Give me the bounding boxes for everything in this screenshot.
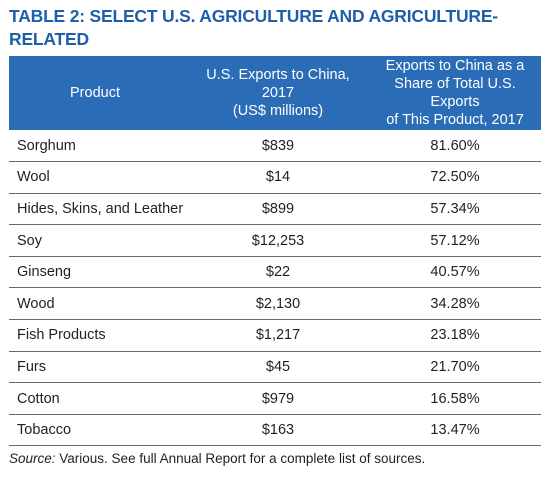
share-cell: 57.12%	[369, 224, 541, 257]
product-cell: Furs	[9, 351, 187, 384]
exports-cell: $45	[187, 351, 369, 384]
product-cell: Tobacco	[9, 414, 187, 447]
column-header-share-line-1: Exports to China as a	[385, 58, 525, 74]
column-header-share-line-3: of This Product, 2017	[386, 112, 524, 128]
exports-cell: $979	[187, 382, 369, 415]
column-header-share-line-2: Share of Total U.S. Exports	[394, 76, 516, 110]
exports-cell: $14	[187, 161, 369, 194]
share-cell: 72.50%	[369, 161, 541, 194]
share-cell: 13.47%	[369, 414, 541, 447]
share-cell: 23.18%	[369, 319, 541, 352]
table-header: Product U.S. Exports to China, 2017 (US$…	[9, 56, 541, 130]
product-cell: Wool	[9, 161, 187, 194]
table-row: Ginseng $22 40.57%	[9, 256, 541, 289]
table-row: Cotton $979 16.58%	[9, 382, 541, 415]
tariff-products-table: Product U.S. Exports to China, 2017 (US$…	[9, 56, 541, 447]
share-cell: 40.57%	[369, 256, 541, 289]
exports-cell: $12,253	[187, 224, 369, 257]
table-row: Furs $45 21.70%	[9, 351, 541, 384]
share-cell: 81.60%	[369, 130, 541, 163]
exports-cell: $899	[187, 193, 369, 226]
share-cell: 21.70%	[369, 351, 541, 384]
share-cell: 16.58%	[369, 382, 541, 415]
table-title-line-1: TABLE 2: SELECT U.S. AGRICULTURE AND AGR…	[9, 6, 498, 49]
exports-cell: $163	[187, 414, 369, 447]
share-cell: 34.28%	[369, 287, 541, 321]
table-row: Hides, Skins, and Leather $899 57.34%	[9, 193, 541, 226]
table-row: Fish Products $1,217 23.18%	[9, 319, 541, 352]
table-row: Wool $14 72.50%	[9, 161, 541, 194]
table-row: Sorghum $839 81.60%	[9, 130, 541, 163]
column-header-product: Product	[9, 56, 187, 130]
product-cell: Sorghum	[9, 130, 187, 163]
column-header-exports-line-1: U.S. Exports to China,	[206, 67, 350, 83]
table-row: Wood $2,130 34.28%	[9, 287, 541, 321]
table-row: Tobacco $163 13.47%	[9, 414, 541, 447]
table-body: Sorghum $839 81.60% Wool $14 72.50% Hide…	[9, 130, 541, 447]
product-cell: Ginseng	[9, 256, 187, 289]
column-header-share: Exports to China as a Share of Total U.S…	[369, 56, 541, 130]
exports-cell: $839	[187, 130, 369, 163]
column-header-exports-line-2: 2017	[261, 85, 295, 101]
product-cell: Cotton	[9, 382, 187, 415]
source-text: Various. See full Annual Report for a co…	[55, 451, 426, 466]
table-row: Soy $12,253 57.12%	[9, 224, 541, 257]
product-cell: Soy	[9, 224, 187, 257]
exports-cell: $22	[187, 256, 369, 289]
product-cell: Fish Products	[9, 319, 187, 352]
share-cell: 57.34%	[369, 193, 541, 226]
product-cell: Wood	[9, 287, 187, 321]
product-cell: Hides, Skins, and Leather	[9, 193, 187, 226]
source-note: Source: Various. See full Annual Report …	[9, 451, 544, 466]
table-header-row: Product U.S. Exports to China, 2017 (US$…	[9, 56, 541, 130]
exports-cell: $2,130	[187, 287, 369, 321]
column-header-exports: U.S. Exports to China, 2017 (US$ million…	[187, 56, 369, 130]
column-header-exports-line-3: (US$ millions)	[232, 103, 324, 119]
source-label: Source:	[9, 451, 56, 466]
exports-cell: $1,217	[187, 319, 369, 352]
